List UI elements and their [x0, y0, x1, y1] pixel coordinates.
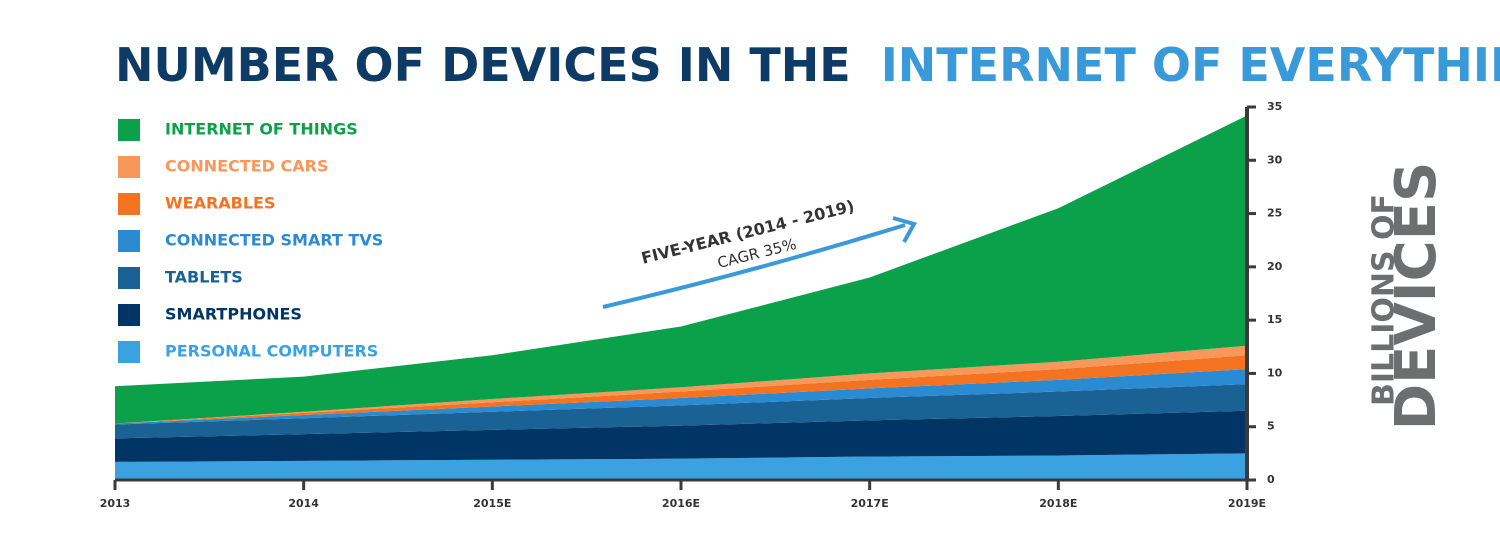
legend-swatch	[118, 156, 140, 178]
x-tick-label: 2017E	[851, 497, 889, 510]
y-tick-label: 5	[1267, 420, 1275, 433]
chart-title: NUMBER OF DEVICES IN THE INTERNET OF EVE…	[115, 38, 1500, 92]
area	[115, 410, 1247, 462]
y-tick-label: 25	[1267, 207, 1282, 220]
y-axis-label: DEVICES	[1384, 162, 1449, 431]
legend-swatch	[118, 193, 140, 215]
y-tick-label: 0	[1267, 473, 1275, 486]
x-tick-label: 2019E	[1228, 497, 1266, 510]
x-tick-label: 2018E	[1039, 497, 1077, 510]
legend-swatch	[118, 341, 140, 363]
x-tick-label: 2015E	[473, 497, 511, 510]
area	[115, 453, 1247, 480]
x-tick-label: 2016E	[662, 497, 700, 510]
y-tick-label: 20	[1267, 260, 1283, 273]
arrow-head	[892, 216, 917, 243]
legend-label: WEARABLES	[165, 194, 276, 213]
y-tick-label: 15	[1267, 313, 1282, 326]
area	[115, 384, 1247, 439]
y-tick-label: 35	[1267, 100, 1282, 113]
legend-label: CONNECTED CARS	[165, 157, 328, 176]
y-axis-label: BILLIONS OF	[1367, 194, 1402, 406]
x-tick-label: 2014	[288, 497, 319, 510]
legend-label: SMARTPHONES	[165, 305, 302, 324]
legend-label: PERSONAL COMPUTERS	[165, 342, 378, 361]
y-tick-label: 10	[1267, 366, 1283, 379]
title-main: NUMBER OF DEVICES IN THE	[115, 38, 851, 92]
legend-label: INTERNET OF THINGS	[165, 120, 358, 139]
title-highlight: INTERNET OF EVERYTHING	[881, 38, 1500, 92]
legend-label: CONNECTED SMART TVS	[165, 231, 383, 250]
legend-swatch	[118, 267, 140, 289]
y-tick-label: 30	[1267, 153, 1283, 166]
trend-arrow	[602, 223, 906, 309]
legend-swatch	[118, 119, 140, 141]
area	[115, 115, 1247, 424]
x-tick-label: 2013	[100, 497, 131, 510]
legend-label: TABLETS	[165, 268, 243, 287]
legend-swatch	[118, 304, 140, 326]
legend-swatch	[118, 230, 140, 252]
